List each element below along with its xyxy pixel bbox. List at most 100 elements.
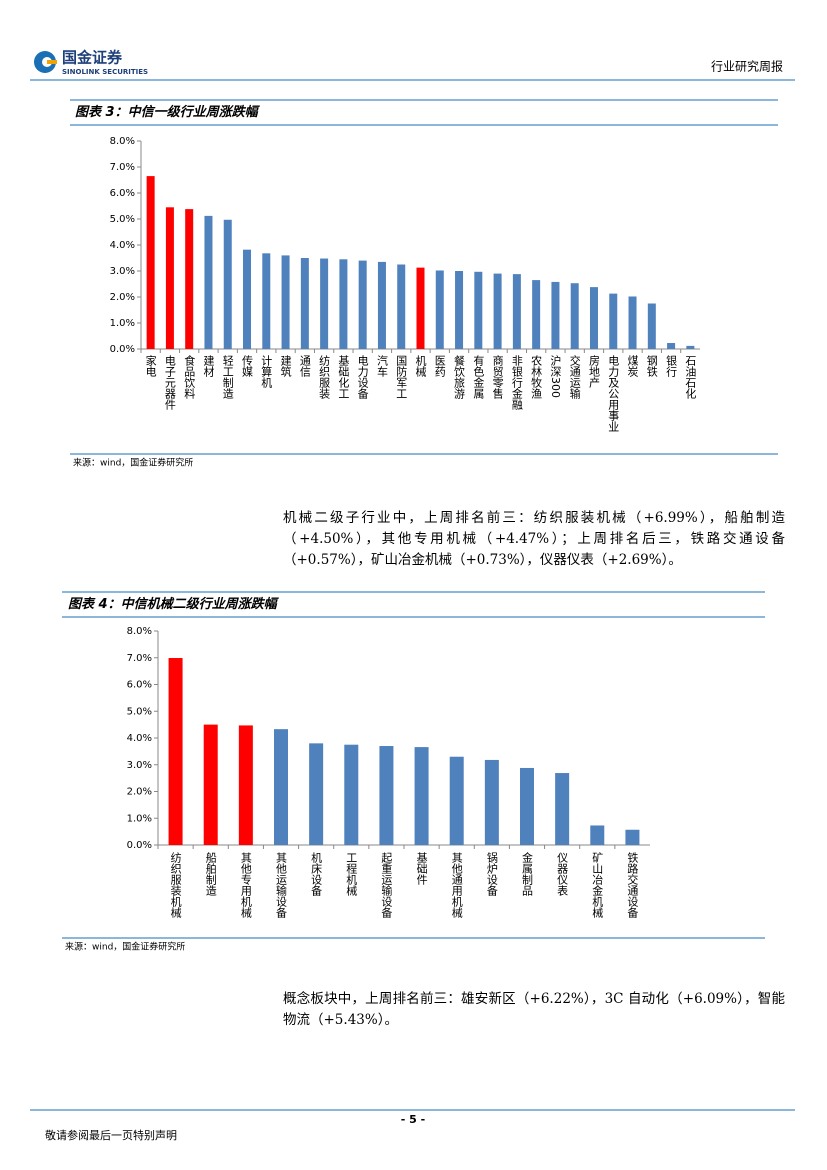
y-tick-label: 0.0%	[127, 840, 152, 851]
bar	[344, 744, 359, 845]
x-tick-label: 其他通用机械	[450, 852, 463, 919]
x-tick-label: 纺织服装	[318, 354, 331, 400]
bar	[377, 261, 386, 349]
x-tick-label: 建材	[202, 354, 215, 377]
x-tick-label: 家电	[144, 354, 157, 377]
paragraph: 机械二级子行业中，上周排名前三：纺织服装机械（+6.99%），船舶制造（+4.5…	[283, 510, 785, 568]
bar	[168, 658, 183, 845]
bar	[185, 209, 194, 349]
x-tick-label: 船舶制造	[204, 851, 217, 896]
bar	[589, 287, 598, 349]
x-tick-label: 医药	[433, 355, 446, 378]
bar	[532, 280, 541, 349]
x-tick-label: 银行	[665, 354, 678, 378]
y-tick-label: 7.0%	[110, 162, 135, 173]
bar	[493, 273, 502, 349]
x-tick-label: 建筑	[279, 354, 292, 377]
bar	[455, 271, 464, 349]
x-tick-label: 机械	[414, 354, 427, 378]
bar	[667, 343, 676, 349]
x-tick-label: 基础化工	[337, 355, 350, 399]
bar	[647, 303, 656, 349]
x-tick-label: 工程机械	[345, 852, 358, 897]
x-tick-label: 计算机	[260, 355, 273, 388]
x-tick-label: 电力设备	[356, 355, 369, 400]
chart-source: 来源：wind，国金证券研究所	[73, 457, 193, 469]
bar	[300, 258, 309, 349]
x-tick-label: 钢铁	[645, 355, 658, 377]
x-tick-label: 石油石化	[684, 355, 697, 400]
x-tick-label: 餐饮旅游	[453, 354, 466, 399]
bar	[555, 773, 570, 845]
bar	[625, 829, 640, 845]
bar	[397, 264, 406, 349]
x-tick-label: 机床设备	[310, 851, 323, 897]
x-tick-label: 金属制品	[521, 851, 534, 896]
x-tick-label: 通信	[298, 355, 311, 378]
y-tick-label: 4.0%	[110, 240, 135, 251]
bar	[449, 756, 464, 845]
x-tick-label: 非银行金融	[510, 355, 523, 411]
x-tick-label: 农林牧渔	[530, 354, 543, 400]
bar	[590, 825, 605, 845]
bar	[146, 176, 155, 349]
x-tick-label: 煤炭	[626, 355, 639, 378]
bar	[520, 767, 534, 845]
bar	[628, 296, 637, 349]
y-tick-label: 7.0%	[127, 653, 152, 664]
x-tick-label: 基础件	[415, 852, 428, 886]
bar	[223, 219, 232, 349]
x-tick-label: 锅炉设备	[485, 852, 498, 897]
bar	[512, 274, 521, 349]
x-tick-label: 矿山冶金机械	[591, 852, 604, 919]
x-tick-label: 铁路交通设备	[626, 852, 639, 919]
x-tick-label: 传媒	[241, 355, 254, 378]
bar	[274, 729, 288, 845]
x-tick-label: 仪器仪表	[556, 852, 569, 897]
bar	[435, 270, 444, 349]
bar	[416, 267, 425, 349]
x-tick-label: 电子元器件	[163, 355, 176, 411]
x-tick-label: 纺织服装机械	[169, 851, 182, 919]
y-tick-label: 1.0%	[127, 813, 152, 824]
chart-source: 来源：wind，国金证券研究所	[65, 941, 185, 953]
x-tick-label: 房地产	[587, 355, 600, 389]
bar	[686, 345, 695, 349]
x-tick-label: 有色金属	[472, 354, 485, 400]
y-tick-label: 1.0%	[110, 318, 135, 329]
x-tick-label: 轻工制造	[221, 354, 234, 399]
bar	[609, 293, 618, 349]
y-tick-label: 8.0%	[127, 626, 152, 637]
y-tick-label: 3.0%	[127, 760, 152, 771]
bar	[379, 746, 394, 845]
bar	[484, 759, 499, 845]
report-type: 行业研究周报	[711, 59, 783, 74]
x-tick-label: 起重运输设备	[380, 852, 393, 919]
y-tick-label: 4.0%	[127, 733, 152, 744]
x-tick-label: 汽车	[375, 354, 388, 378]
y-tick-label: 5.0%	[110, 214, 135, 225]
bar	[551, 281, 560, 349]
disclaimer: 敬请参阅最后一页特别声明	[45, 1128, 177, 1142]
chart-title: 图表 4：中信机械二级行业周涨跌幅	[68, 596, 280, 612]
bar	[243, 249, 252, 349]
brand-en: SINOLINK SECURITIES	[62, 68, 148, 76]
y-tick-label: 5.0%	[127, 706, 152, 717]
brand: 国金证券	[62, 49, 123, 67]
x-tick-label: 食品饮料	[183, 354, 196, 400]
bar	[474, 271, 483, 349]
bar	[281, 255, 290, 349]
x-tick-label: 沪深300	[549, 354, 562, 398]
bar	[203, 724, 218, 845]
bar	[339, 259, 348, 349]
x-tick-label: 交通运输	[568, 354, 581, 400]
y-tick-label: 2.0%	[110, 292, 135, 303]
bar	[262, 253, 271, 349]
y-tick-label: 6.0%	[110, 188, 135, 199]
y-tick-label: 2.0%	[127, 787, 152, 798]
y-tick-label: 3.0%	[110, 266, 135, 277]
bar	[320, 258, 329, 349]
y-tick-label: 0.0%	[110, 344, 135, 355]
bar	[309, 743, 324, 845]
